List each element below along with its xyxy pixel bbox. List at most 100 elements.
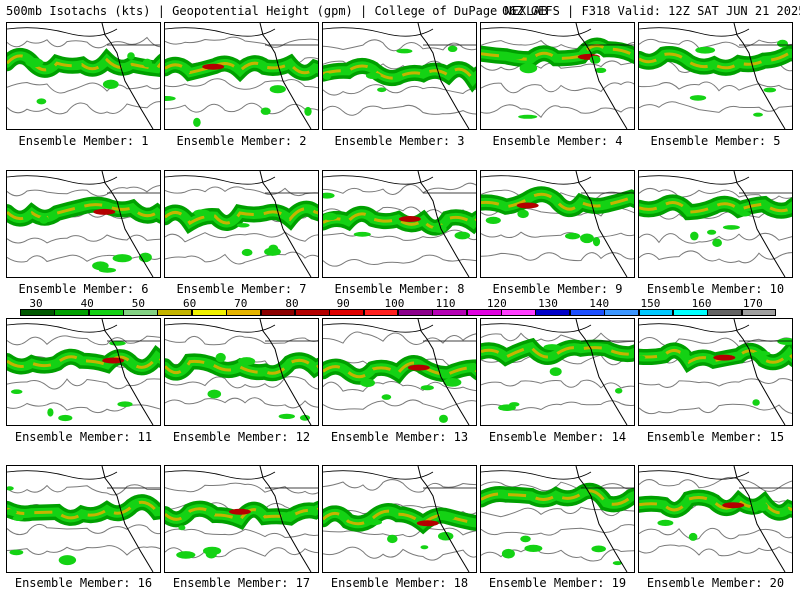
isotach-patch [176, 551, 196, 559]
height-contour [481, 252, 634, 262]
isotach-band-70kt [481, 44, 634, 61]
coastline [575, 23, 628, 129]
height-contour [165, 36, 318, 48]
isotach-patch [10, 389, 23, 394]
isotach-patch [241, 248, 253, 257]
ensemble-member-label: Ensemble Member: 16 [14, 576, 153, 590]
colorbar-segment [329, 309, 365, 316]
height-contour [481, 524, 634, 536]
isotach-patch [749, 504, 760, 513]
isotach-patch [520, 535, 531, 543]
height-contour [481, 60, 634, 71]
height-contour [7, 254, 160, 263]
coastline [575, 466, 628, 572]
height-contour [323, 84, 476, 96]
isotach-patch [443, 378, 462, 387]
isotach-band-70kt [7, 500, 160, 520]
alaska-coastline [165, 27, 276, 37]
isotach-band-70kt [165, 207, 318, 226]
isotach-band-50kt [639, 197, 792, 217]
isotach-core-90kt [202, 63, 225, 70]
ensemble-map-12 [164, 318, 319, 426]
isotach-core-90kt [516, 202, 539, 209]
isotach-patch [39, 215, 49, 224]
alaska-coastline [323, 27, 434, 37]
isotach-patch [304, 106, 312, 116]
isotach-patch [203, 546, 222, 556]
alaska-coastline [165, 470, 276, 480]
isotach-patch [396, 48, 413, 54]
isotach-patch [639, 355, 646, 360]
isotach-band-70kt [165, 61, 318, 75]
ensemble-map-5 [638, 22, 793, 130]
isotach-core-90kt [398, 216, 421, 222]
ensemble-member-label: Ensemble Member: 7 [176, 282, 307, 296]
height-contour [323, 546, 476, 561]
colorbar-tick-label: 120 [486, 297, 507, 310]
colorbar-segment [294, 309, 330, 316]
isotach-patch [580, 233, 594, 244]
height-contour [165, 528, 318, 539]
isotach-patch [7, 486, 14, 491]
ensemble-member-label: Ensemble Member: 17 [172, 576, 311, 590]
isotach-patch [365, 72, 381, 79]
isotach-patch [7, 509, 17, 516]
isotach-band-70kt [7, 203, 160, 221]
header-run-info: 06Z GEFS | F318 Valid: 12Z SAT JUN 21 20… [502, 4, 800, 18]
isotach-core-90kt [93, 208, 116, 215]
height-contour [7, 36, 160, 49]
alaska-coastline [7, 175, 118, 185]
colorbar-tick-label: 100 [384, 297, 405, 310]
isotach-patch [739, 211, 751, 217]
isotach-patch [269, 85, 286, 94]
height-contour [323, 331, 476, 345]
colorbar-segment [226, 309, 262, 316]
colorbar-segment [191, 309, 227, 316]
isotach-band-70kt [323, 509, 476, 526]
isotach-patch [367, 519, 382, 526]
isotach-core-90kt [102, 357, 125, 364]
ensemble-map-11 [6, 318, 161, 426]
colorbar-segment [432, 309, 468, 316]
isotach-patch [9, 549, 24, 556]
colorbar-segment [707, 309, 743, 316]
ensemble-member-label: Ensemble Member: 11 [14, 430, 153, 444]
ensemble-member-label: Ensemble Member: 13 [330, 430, 469, 444]
alaska-coastline [481, 470, 592, 480]
height-contour [165, 186, 318, 197]
isotach-patch [207, 389, 222, 399]
isotach-band-70kt [481, 489, 634, 506]
ensemble-member-label: Ensemble Member: 19 [488, 576, 627, 590]
isotach-core-90kt [722, 502, 745, 509]
isotach-patch [615, 388, 623, 394]
height-contour [639, 476, 792, 492]
ensemble-map-15 [638, 318, 793, 426]
ensemble-member-label: Ensemble Member: 12 [172, 430, 311, 444]
ensemble-map-18 [322, 465, 477, 573]
height-contour [639, 527, 792, 540]
coastline [733, 23, 786, 129]
height-contour [639, 81, 792, 92]
isotach-patch [565, 232, 581, 240]
isotach-core-90kt [228, 508, 251, 515]
isotach-patch [507, 54, 524, 60]
isotach-band-70kt [639, 496, 792, 515]
alaska-coastline [7, 323, 118, 333]
height-contour [323, 381, 476, 392]
alaska-coastline [639, 27, 750, 37]
height-contour [639, 101, 792, 113]
isotach-core-90kt [416, 520, 439, 527]
height-contour [7, 335, 160, 346]
alaska-coastline [639, 175, 750, 185]
ensemble-member-label: Ensemble Member: 1 [18, 134, 149, 148]
height-contour [7, 185, 160, 197]
isotach-patch [753, 112, 763, 117]
ensemble-member-label: Ensemble Member: 2 [176, 134, 307, 148]
colorbar-segment [569, 309, 605, 316]
alaska-coastline [639, 323, 750, 333]
isotach-patch [117, 401, 133, 407]
isotach-patch [323, 72, 332, 80]
colorbar-segment [260, 309, 296, 316]
isotach-patch [36, 98, 47, 105]
colorbar-segment [638, 309, 674, 316]
